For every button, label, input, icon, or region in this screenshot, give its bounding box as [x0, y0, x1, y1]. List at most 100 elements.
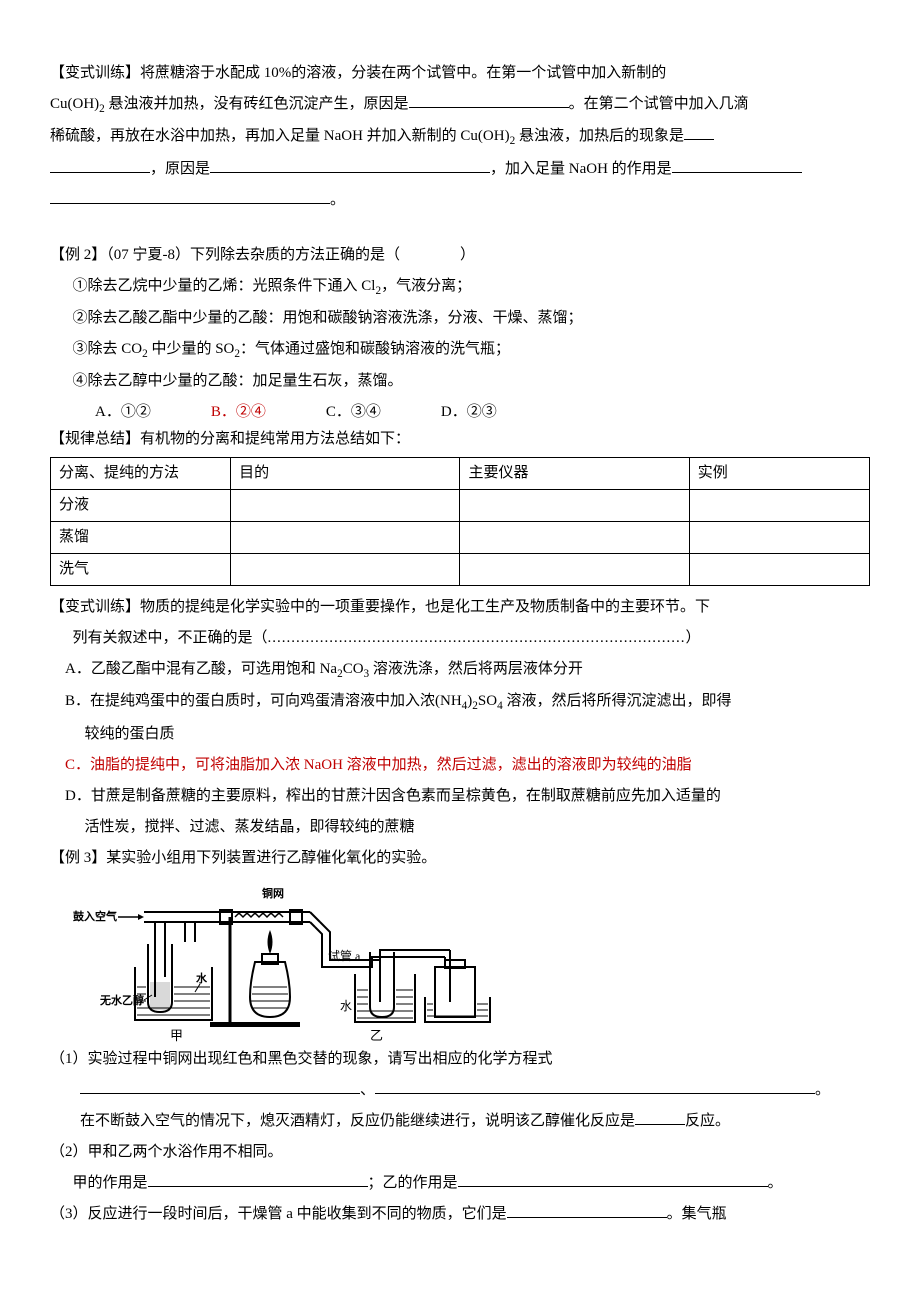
text: ②除去乙酸乙酯中少量的乙酸：用饱和碳酸钠溶液洗涤，分液、干燥、蒸馏； — [73, 310, 583, 326]
text: ，加入足量 NaOH 的作用是 — [490, 161, 672, 177]
text: ，气液分离； — [381, 278, 471, 294]
empty-cell — [231, 522, 460, 554]
text: 活性炭，搅拌、过滤、蒸发结晶，即得较纯的蔗糖 — [85, 819, 415, 835]
label: 【变式训练】 — [50, 65, 140, 81]
option-b: B．②④ — [211, 399, 266, 426]
text: 在不断鼓入空气的情况下，熄灭酒精灯，反应仍能继续进行，说明该乙醇催化反应是 — [80, 1113, 635, 1129]
text: 中少量的 SO — [148, 341, 235, 357]
example-3-q1-blanks: 、。 — [50, 1077, 870, 1104]
text: ④除去乙醇中少量的乙酸：加足量生石灰，蒸馏。 — [73, 373, 403, 389]
blank-reason-1 — [409, 92, 569, 108]
text: （3）反应进行一段时间后，干燥管 a 中能收集到不同的物质，它们是 — [50, 1206, 507, 1222]
blank-reason-2 — [210, 157, 490, 173]
empty-cell — [460, 554, 689, 586]
empty-cell — [231, 490, 460, 522]
text: C．油脂的提纯中，可将油脂加入浓 NaOH 溶液中加热，然后过滤，滤出的溶液即为… — [65, 757, 692, 773]
example-2-item-2: ②除去乙酸乙酯中少量的乙酸：用饱和碳酸钠溶液洗涤，分液、干燥、蒸馏； — [50, 305, 870, 332]
blank-yi-function — [458, 1171, 768, 1187]
label: 【规律总结】有机物的分离和提纯常用方法总结如下： — [50, 431, 410, 447]
header-purpose: 目的 — [231, 458, 460, 490]
method-cell: 分液 — [51, 490, 231, 522]
variant-training-1-line5: 。 — [50, 187, 870, 214]
variant-training-2-line2: 列有关叙述中，不正确的是（...........................… — [50, 625, 870, 652]
label: 【例 2】（07 宁夏-8）下列除去杂质的方法正确的是（ ） — [50, 247, 475, 263]
text: D．甘蔗是制备蔗糖的主要原料，榨出的甘蔗汁因含色素而呈棕黄色，在制取蔗糖前应先加… — [65, 788, 721, 804]
text: 。 — [815, 1082, 830, 1098]
example-3-q3: （3）反应进行一段时间后，干燥管 a 中能收集到不同的物质，它们是。集气瓶 — [50, 1201, 870, 1228]
apparatus-diagram-svg: 鼓入空气 无水乙醇 水 铜网 — [70, 882, 500, 1042]
text: ①除去乙烷中少量的乙烯：光照条件下通入 Cl — [73, 278, 376, 294]
text: SO — [478, 693, 497, 709]
text: CO — [343, 661, 364, 677]
text: ：气体通过盛饱和碳酸钠溶液的洗气瓶； — [240, 341, 510, 357]
variant-training-2-opt-b-line2: 较纯的蛋白质 — [50, 721, 870, 748]
text: 悬浊液并加热，没有砖红色沉淀产生，原因是 — [105, 96, 409, 112]
example-2-item-3: ③除去 CO2 中少量的 SO2：气体通过盛饱和碳酸钠溶液的洗气瓶； — [50, 336, 870, 364]
text: 。 — [330, 192, 345, 208]
example-3-q2: （2）甲和乙两个水浴作用不相同。 — [50, 1139, 870, 1166]
apparatus-figure: 鼓入空气 无水乙醇 水 铜网 — [50, 882, 870, 1042]
blank-naoh-start — [672, 157, 802, 173]
copper-mesh-label: 铜网 — [261, 886, 284, 900]
blank-jia-function — [148, 1171, 368, 1187]
variant-training-1-line2: Cu(OH)2 悬浊液并加热，没有砖红色沉淀产生，原因是。在第二个试管中加入几滴 — [50, 91, 870, 119]
text: 【变式训练】物质的提纯是化学实验中的一项重要操作，也是化工生产及物质制备中的主要… — [50, 599, 710, 615]
blank-reaction-type — [635, 1109, 685, 1125]
method-cell: 蒸馏 — [51, 522, 231, 554]
text: ③除去 CO — [73, 341, 143, 357]
variant-training-2-opt-d-line2: 活性炭，搅拌、过滤、蒸发结晶，即得较纯的蔗糖 — [50, 814, 870, 841]
text: A．乙酸乙酯中混有乙酸，可选用饱和 Na — [65, 661, 337, 677]
blank-equation-1 — [80, 1078, 360, 1094]
rule-summary-table: 分离、提纯的方法 目的 主要仪器 实例 分液 蒸馏 洗气 — [50, 457, 870, 586]
option-a: A．①② — [95, 399, 151, 426]
table-row: 分液 — [51, 490, 870, 522]
text: 反应。 — [685, 1113, 730, 1129]
empty-cell — [689, 522, 869, 554]
example-3-q1: （1）实验过程中铜网出现红色和黑色交替的现象，请写出相应的化学方程式 — [50, 1046, 870, 1073]
empty-cell — [231, 554, 460, 586]
empty-cell — [460, 490, 689, 522]
text: 溶液，然后将所得沉淀滤出，即得 — [503, 693, 732, 709]
caption-jia: 甲 — [170, 1028, 183, 1042]
option-d: D．②③ — [441, 399, 497, 426]
water-label-2: 水 — [340, 999, 352, 1013]
text: B．在提纯鸡蛋中的蛋白质时，可向鸡蛋清溶液中加入浓(NH — [65, 693, 462, 709]
empty-cell — [689, 554, 869, 586]
example-3-q2-line2: 甲的作用是；乙的作用是。 — [50, 1170, 870, 1197]
example-2-title: 【例 2】（07 宁夏-8）下列除去杂质的方法正确的是（ ） — [50, 242, 870, 269]
option-c: C．③④ — [326, 399, 381, 426]
method-cell: 洗气 — [51, 554, 231, 586]
example-3-title: 【例 3】某实验小组用下列装置进行乙醇催化氧化的实验。 — [50, 845, 870, 872]
table-header-row: 分离、提纯的方法 目的 主要仪器 实例 — [51, 458, 870, 490]
variant-training-2-opt-d-line1: D．甘蔗是制备蔗糖的主要原料，榨出的甘蔗汁因含色素而呈棕黄色，在制取蔗糖前应先加… — [50, 783, 870, 810]
text: 稀硫酸，再放在水浴中加热，再加入足量 NaOH 并加入新制的 Cu(OH) — [50, 128, 510, 144]
water-label-1: 水 — [196, 971, 208, 985]
variant-training-2-opt-c: C．油脂的提纯中，可将油脂加入浓 NaOH 溶液中加热，然后过滤，滤出的溶液即为… — [50, 752, 870, 779]
label: 【例 3】某实验小组用下列装置进行乙醇催化氧化的实验。 — [50, 850, 436, 866]
text: 列有关叙述中，不正确的是（ — [73, 630, 268, 646]
blank-naoh-end — [50, 188, 330, 204]
text: （1）实验过程中铜网出现红色和黑色交替的现象，请写出相应的化学方程式 — [50, 1051, 553, 1067]
caption-yi: 乙 — [370, 1028, 383, 1042]
text: 。 — [768, 1175, 783, 1191]
variant-training-1: 【变式训练】将蔗糖溶于水配成 10%的溶液，分装在两个试管中。在第一个试管中加入… — [50, 60, 870, 87]
text: 悬浊液，加热后的现象是 — [515, 128, 684, 144]
example-2-item-1: ①除去乙烷中少量的乙烯：光照条件下通入 Cl2，气液分离； — [50, 273, 870, 301]
example-2-options: A．①② B．②④ C．③④ D．②③ — [50, 399, 870, 426]
example-2-item-4: ④除去乙醇中少量的乙酸：加足量生石灰，蒸馏。 — [50, 368, 870, 395]
text: （2）甲和乙两个水浴作用不相同。 — [50, 1144, 283, 1160]
text: 。在第二个试管中加入几滴 — [569, 96, 749, 112]
rule-summary-title: 【规律总结】有机物的分离和提纯常用方法总结如下： — [50, 426, 870, 453]
header-apparatus: 主要仪器 — [460, 458, 689, 490]
variant-training-1-line3: 稀硫酸，再放在水浴中加热，再加入足量 NaOH 并加入新制的 Cu(OH)2 悬… — [50, 123, 870, 151]
variant-training-2-opt-b-line1: B．在提纯鸡蛋中的蛋白质时，可向鸡蛋清溶液中加入浓(NH4)2SO4 溶液，然后… — [50, 688, 870, 716]
table-row: 蒸馏 — [51, 522, 870, 554]
header-example: 实例 — [689, 458, 869, 490]
blank-equation-2 — [375, 1078, 815, 1094]
text: 较纯的蛋白质 — [85, 726, 175, 742]
air-in-label: 鼓入空气 — [73, 909, 117, 923]
ethanol-label: 无水乙醇 — [99, 993, 144, 1007]
text: ；乙的作用是 — [368, 1175, 458, 1191]
separator: 、 — [360, 1082, 375, 1098]
text: ，原因是 — [150, 161, 210, 177]
